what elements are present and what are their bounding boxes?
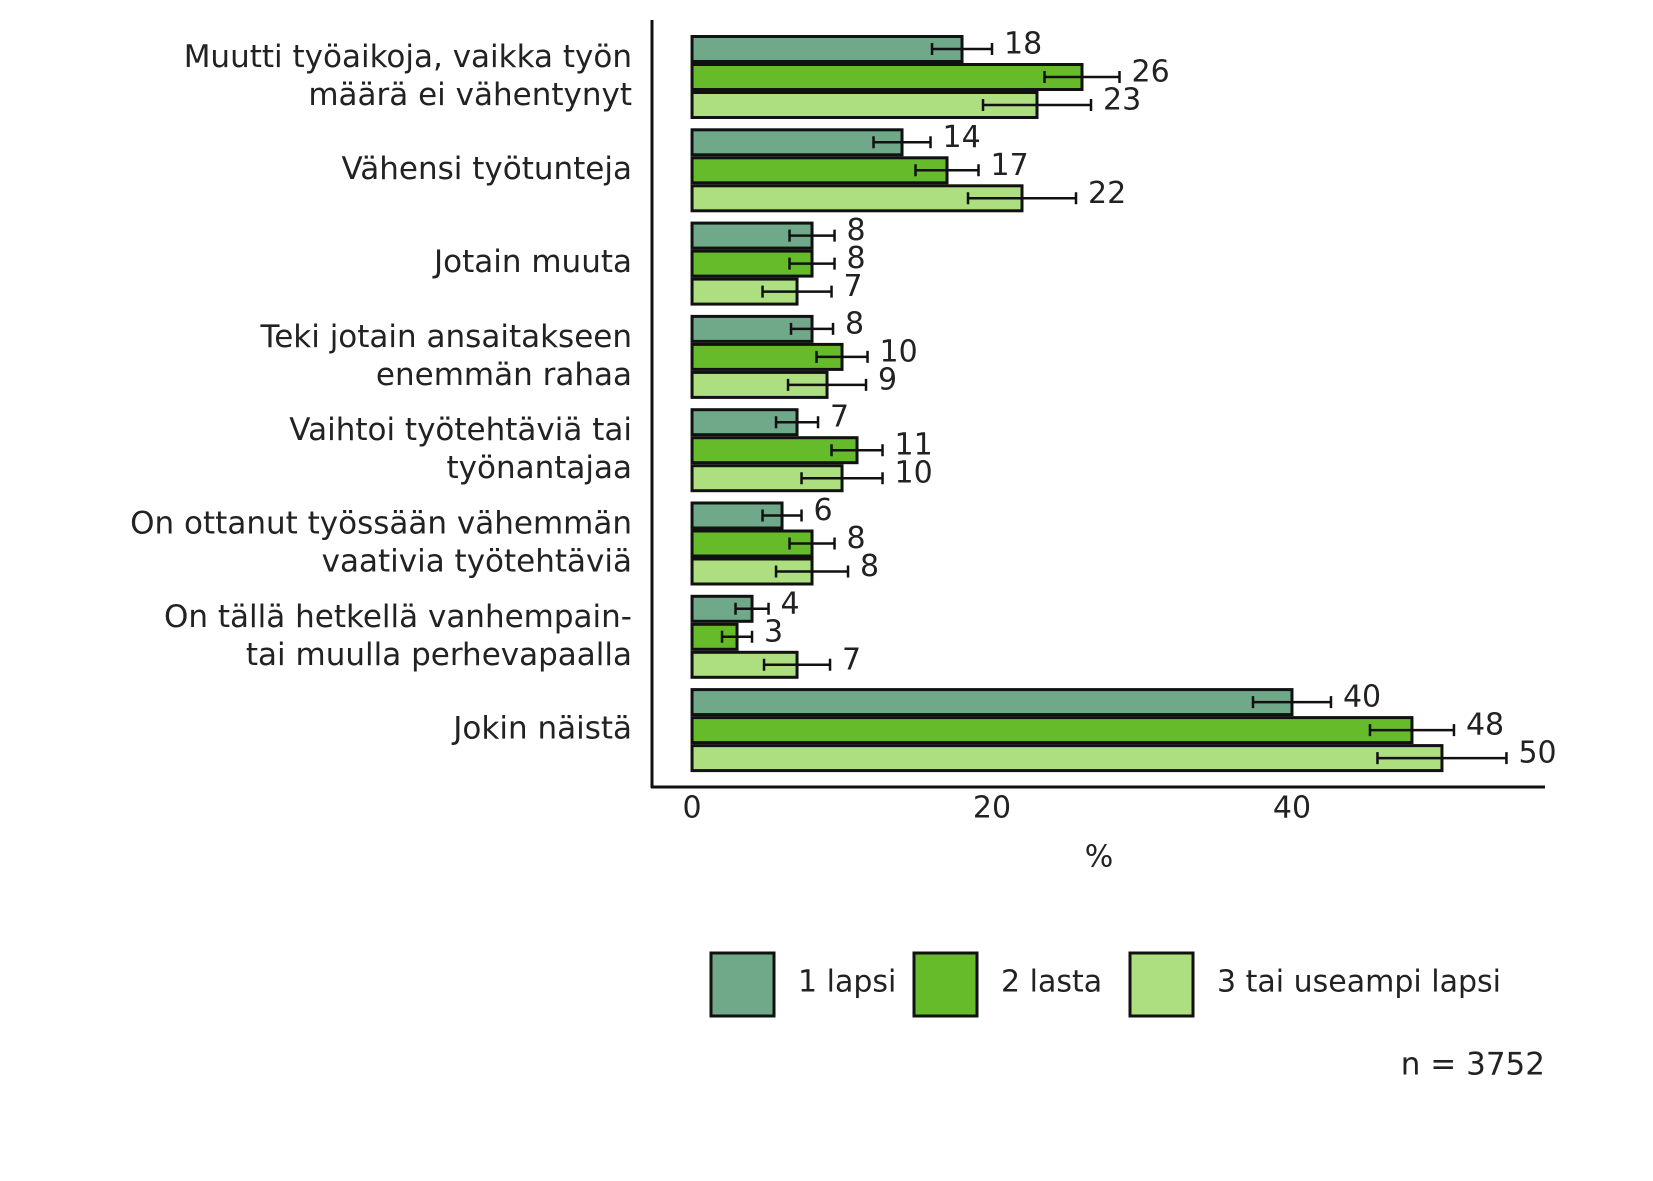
x-axis-title: %	[1085, 840, 1114, 875]
error-bar	[966, 192, 1078, 205]
legend-label: 2 lasta	[1001, 965, 1102, 1000]
error-bar	[788, 229, 836, 242]
error-bar	[830, 444, 884, 457]
value-label: 6	[814, 493, 833, 528]
value-label: 8	[860, 549, 879, 584]
error-bar	[774, 416, 820, 429]
error-bar	[734, 602, 770, 615]
error-bar	[981, 99, 1093, 111]
bar	[690, 156, 949, 185]
value-label: 9	[878, 362, 897, 397]
value-label: 8	[845, 306, 864, 341]
category-label: Teki jotain ansaitakseen enemmän rahaa	[260, 318, 632, 392]
error-bar	[720, 630, 754, 643]
sample-note: n = 3752	[1401, 1047, 1545, 1083]
value-label: 7	[830, 400, 849, 435]
error-bar	[930, 43, 994, 55]
value-label: 50	[1518, 736, 1556, 771]
error-bar	[788, 257, 836, 270]
bar	[690, 35, 964, 63]
legend-swatch	[912, 951, 979, 1018]
category-label: Jokin näistä	[451, 711, 632, 747]
legend-swatch	[1128, 951, 1195, 1018]
value-label: 10	[880, 334, 918, 369]
bar	[690, 688, 1294, 717]
bar	[690, 716, 1414, 745]
error-bar	[789, 322, 835, 335]
value-label: 22	[1088, 176, 1126, 211]
legend-label: 3 tai useampi lapsi	[1217, 965, 1501, 1000]
legend-swatch	[709, 951, 776, 1018]
error-bar	[872, 136, 932, 149]
error-bar	[788, 537, 836, 550]
value-label: 14	[943, 120, 981, 155]
category-label: Jotain muuta	[432, 244, 632, 280]
category-label: Vaihtoi työtehtäviä tai työnantajaa	[289, 412, 632, 486]
error-bar	[1368, 724, 1456, 737]
error-bar	[1376, 752, 1508, 765]
error-bar	[815, 350, 869, 363]
bar	[690, 128, 904, 157]
x-tick-label: 0	[682, 791, 701, 826]
value-label: 23	[1103, 83, 1141, 118]
bar	[690, 63, 1084, 91]
category-label: Vähensi työtunteja	[341, 151, 632, 187]
error-bar	[761, 509, 803, 522]
error-bar	[774, 565, 850, 578]
bar	[690, 436, 859, 465]
error-bar	[914, 164, 980, 177]
category-label: Muutti työaikoja, vaikka työn määrä ei vä…	[184, 39, 632, 113]
bar	[690, 744, 1444, 773]
error-bar	[1251, 696, 1333, 709]
value-label: 18	[1004, 27, 1042, 62]
value-label: 8	[847, 213, 866, 248]
value-label: 7	[844, 269, 863, 304]
value-label: 48	[1466, 708, 1504, 743]
value-label: 3	[764, 614, 783, 649]
value-label: 26	[1131, 55, 1169, 90]
value-label: 17	[991, 148, 1029, 183]
value-label: 7	[842, 642, 861, 677]
bar	[690, 184, 1024, 213]
value-label: 8	[847, 521, 866, 556]
x-tick-label: 20	[973, 791, 1011, 826]
value-label: 10	[895, 456, 933, 491]
error-bar	[761, 285, 833, 298]
error-bar	[762, 658, 832, 671]
category-label: On ottanut työssään vähemmän vaativia työ…	[130, 505, 632, 579]
legend-label: 1 lapsi	[798, 965, 896, 1000]
value-label: 4	[781, 586, 800, 621]
error-bar	[800, 472, 884, 485]
x-tick-label: 40	[1273, 791, 1311, 826]
value-label: 40	[1343, 680, 1381, 715]
value-label: 8	[847, 241, 866, 276]
error-bar	[1043, 71, 1121, 83]
category-label: On tällä hetkellä vanhempain-tai muulla …	[164, 598, 632, 672]
value-label: 11	[895, 428, 933, 463]
error-bar	[786, 378, 868, 391]
